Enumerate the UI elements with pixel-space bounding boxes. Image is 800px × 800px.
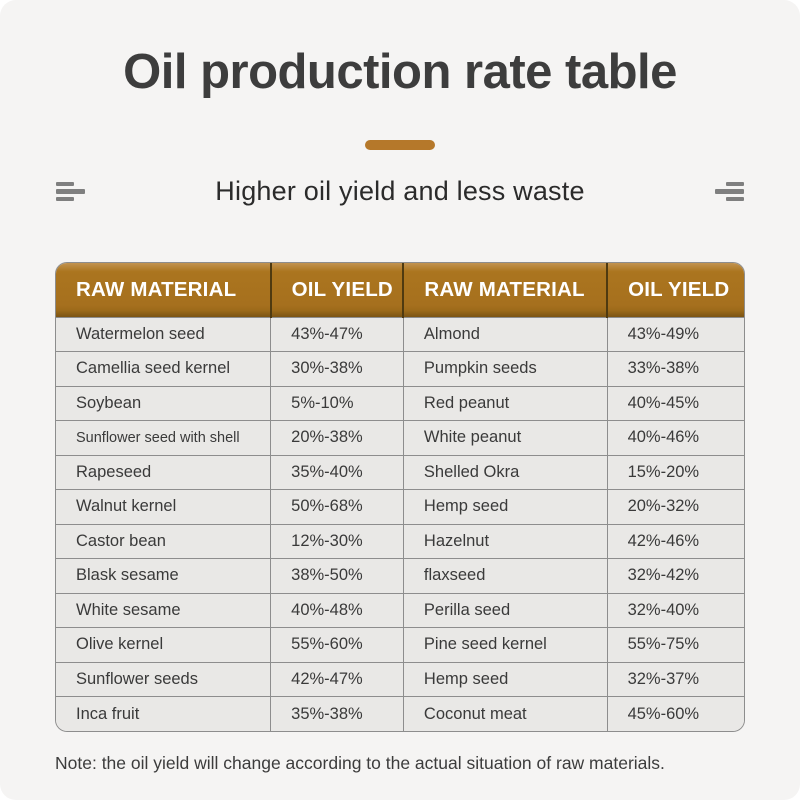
table-header-row: RAW MATERIAL OIL YIELD RAW MATERIAL OIL …: [56, 263, 744, 317]
raw-material-cell: Pine seed kernel: [402, 627, 608, 662]
raw-material-cell: Watermelon seed: [56, 316, 271, 352]
raw-material-cell: White sesame: [56, 592, 271, 628]
raw-material-cell: Perilla seed: [402, 592, 608, 628]
oil-yield-cell: 35%-40%: [270, 454, 404, 490]
oil-yield-table: RAW MATERIAL OIL YIELD RAW MATERIAL OIL …: [56, 263, 744, 731]
oil-yield-cell: 35%-38%: [270, 696, 404, 731]
raw-material-cell: Sunflower seed with shell: [56, 420, 271, 455]
table-row: Inca fruit 35%-38% Coconut meat 45%-60%: [56, 696, 744, 731]
oil-yield-cell: 32%-40%: [606, 592, 744, 628]
oil-yield-cell: 12%-30%: [270, 523, 404, 559]
raw-material-cell: Blask sesame: [56, 558, 271, 593]
table-row: Blask sesame 38%-50% flaxseed 32%-42%: [56, 558, 744, 593]
oil-yield-cell: 42%-46%: [606, 523, 744, 559]
table-row: Soybean 5%-10% Red peanut 40%-45%: [56, 385, 744, 421]
subtitle: Higher oil yield and less waste: [215, 176, 585, 206]
table-row: Olive kernel 55%-60% Pine seed kernel 55%-7…: [56, 627, 744, 662]
raw-material-cell: Coconut meat: [402, 696, 608, 731]
table-row: Castor bean 12%-30% Hazelnut 42%-46%: [56, 523, 744, 559]
oil-yield-cell: 55%-60%: [270, 627, 404, 662]
raw-material-cell: Inca fruit: [56, 696, 271, 731]
table-row: White sesame 40%-48% Perilla seed 32%-40%: [56, 592, 744, 628]
oil-yield-cell: 5%-10%: [270, 385, 404, 421]
oil-yield-cell: 42%-47%: [270, 661, 404, 697]
header-oil-yield-1: OIL YIELD: [269, 263, 404, 317]
table-row: Walnut kernel 50%-68% Hemp seed 20%-32%: [56, 489, 744, 524]
raw-material-cell: Walnut kernel: [56, 489, 271, 524]
oil-yield-cell: 40%-48%: [270, 592, 404, 628]
raw-material-cell: Camellia seed kernel: [56, 351, 271, 386]
table-row: Sunflower seeds 42%-47% Hemp seed 32%-37%: [56, 661, 744, 697]
oil-yield-cell: 30%-38%: [270, 351, 404, 386]
header-raw-material-2: RAW MATERIAL: [402, 263, 608, 317]
oil-yield-cell: 43%-47%: [270, 316, 404, 352]
oil-yield-cell: 20%-32%: [606, 489, 744, 524]
raw-material-cell: Sunflower seeds: [56, 661, 271, 697]
oil-yield-cell: 38%-50%: [270, 558, 404, 593]
header-raw-material-1: RAW MATERIAL: [56, 263, 271, 317]
table-row: Watermelon seed 43%-47% Almond 43%-49%: [56, 316, 744, 352]
table-body: Watermelon seed 43%-47% Almond 43%-49% Camel…: [56, 316, 744, 731]
oil-yield-cell: 20%-38%: [270, 420, 404, 455]
oil-yield-cell: 15%-20%: [606, 454, 744, 490]
subtitle-row: Higher oil yield and less waste: [0, 176, 800, 207]
raw-material-cell: Olive kernel: [56, 627, 271, 662]
accent-divider: [365, 140, 435, 150]
oil-yield-table-container: RAW MATERIAL OIL YIELD RAW MATERIAL OIL …: [55, 262, 745, 732]
raw-material-cell: Rapeseed: [56, 454, 271, 490]
oil-yield-cell: 43%-49%: [606, 316, 744, 352]
table-row: Camellia seed kernel 30%-38% Pumpkin seeds…: [56, 351, 744, 386]
oil-yield-cell: 45%-60%: [606, 696, 744, 731]
raw-material-cell: Almond: [402, 316, 608, 352]
raw-material-cell: Castor bean: [56, 523, 271, 559]
raw-material-cell: Red peanut: [402, 385, 608, 421]
table-row: Rapeseed 35%-40% Shelled Okra 15%-20%: [56, 454, 744, 490]
oil-yield-cell: 32%-37%: [606, 661, 744, 697]
raw-material-cell: Soybean: [56, 385, 271, 421]
page-title: Oil production rate table: [123, 45, 677, 99]
raw-material-cell: Hemp seed: [402, 489, 608, 524]
oil-yield-cell: 40%-46%: [606, 420, 744, 455]
oil-yield-cell: 50%-68%: [270, 489, 404, 524]
oil-yield-cell: 33%-38%: [606, 351, 744, 386]
note: Note: the oil yield will change accordin…: [55, 753, 665, 773]
header-oil-yield-2: OIL YIELD: [606, 263, 744, 317]
raw-material-cell: Shelled Okra: [402, 454, 608, 490]
raw-material-cell: Hazelnut: [402, 523, 608, 559]
raw-material-cell: White peanut: [402, 420, 608, 455]
oil-yield-cell: 40%-45%: [606, 385, 744, 421]
raw-material-cell: Pumpkin seeds: [402, 351, 608, 386]
oil-yield-cell: 55%-75%: [606, 627, 744, 662]
align-left-lines-icon: [56, 181, 86, 202]
oil-yield-cell: 32%-42%: [606, 558, 744, 593]
raw-material-cell: Hemp seed: [402, 661, 608, 697]
align-right-lines-icon: [714, 181, 744, 202]
table-row: Sunflower seed with shell 20%-38% White pe…: [56, 420, 744, 455]
raw-material-cell: flaxseed: [402, 558, 608, 593]
